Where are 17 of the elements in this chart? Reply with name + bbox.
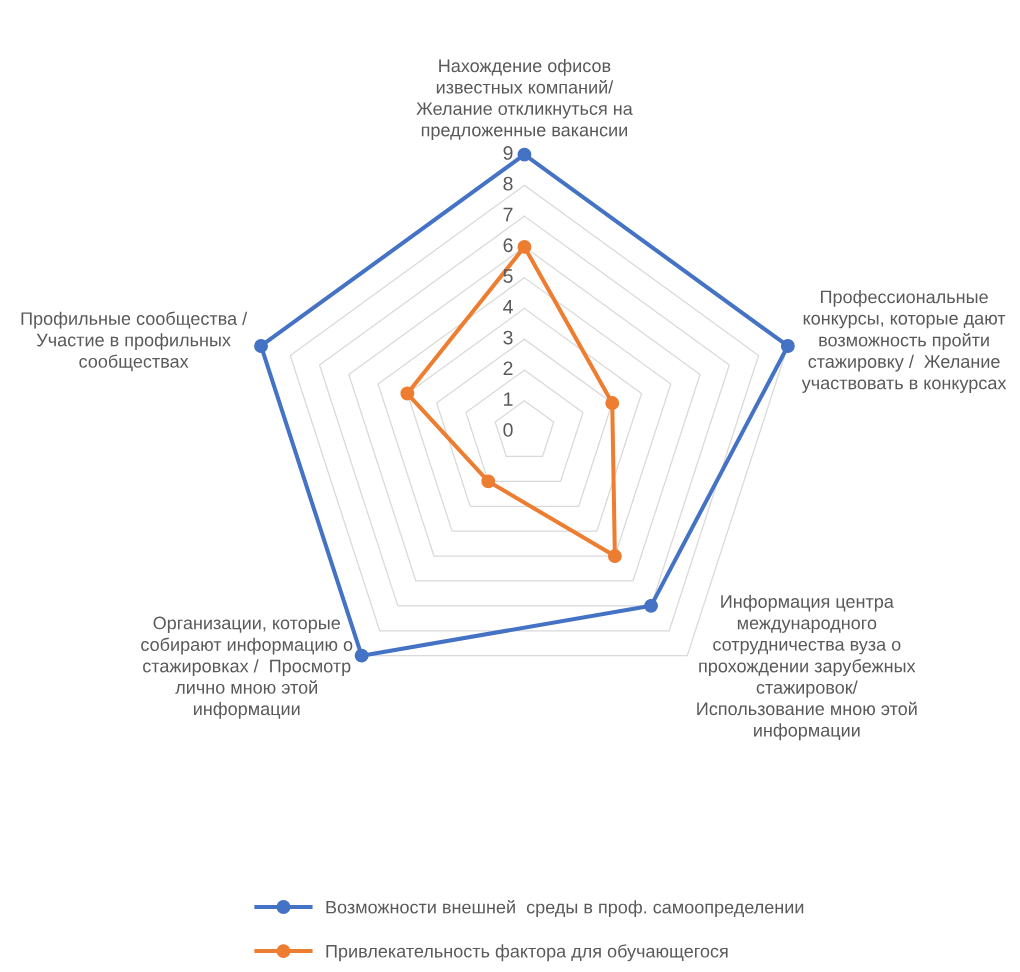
y-tick-label: 6	[503, 238, 513, 253]
y-tick-label: 2	[503, 361, 513, 376]
spoke-label: Нахождение офисов известных компаний/ Желание откликнуться на предложенные вакансии	[416, 58, 633, 140]
y-tick-label: 8	[503, 176, 513, 191]
y-tick-label: 4	[503, 300, 513, 314]
spoke-label: Профессиональные конкурсы, которые дают возможность пройти стажировку / Желание участвовать в конкурсах	[801, 290, 1007, 393]
y-tick-label: 9	[503, 146, 513, 160]
spoke-label: Организации, которые собирают информацию о стажировках / Просмотр лично мною этой информации	[141, 616, 353, 719]
y-tick-label: 1	[504, 392, 513, 406]
y-tick-label: 3	[503, 330, 513, 345]
spoke-label: Профильные сообщества / Участие в профильных сообществах	[21, 311, 248, 372]
y-tick-label: 0	[503, 423, 513, 437]
legend-label: Возможности внешней среды в проф. самоопределении	[326, 899, 804, 918]
y-tick-label: 5	[503, 269, 513, 283]
legend-label: Привлекательность фактора для обучающегося	[326, 944, 728, 962]
y-tick-label: 7	[503, 207, 513, 222]
spoke-label: Информация центра международного сотрудничества вуза о прохождении зарубежных стажировок/ Использование мною этой информации	[697, 594, 917, 741]
